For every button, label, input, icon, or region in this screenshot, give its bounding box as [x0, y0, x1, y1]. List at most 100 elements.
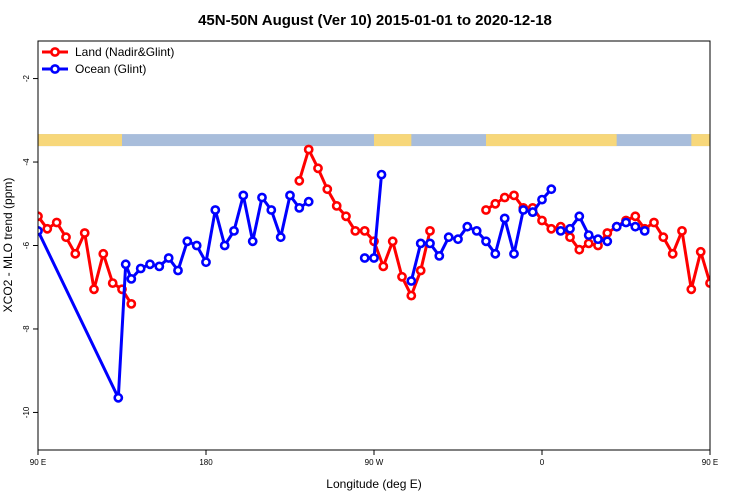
data-point: [686, 284, 697, 295]
series-line: [616, 221, 646, 233]
data-point: [509, 248, 519, 259]
data-point: [546, 223, 557, 234]
data-point: [509, 190, 519, 201]
legend-land-marker: [50, 47, 60, 57]
data-point: [490, 198, 501, 209]
data-point: [173, 265, 183, 276]
data-point: [135, 263, 146, 274]
data-point: [425, 225, 435, 236]
data-point: [359, 225, 370, 236]
data-point: [247, 236, 258, 247]
data-point: [443, 232, 454, 243]
data-point: [359, 253, 370, 263]
data-point: [126, 298, 137, 309]
data-point: [667, 248, 678, 259]
legend-land-label: Land (Nadir&Glint): [75, 45, 174, 59]
data-point: [294, 175, 305, 186]
data-point: [481, 205, 491, 215]
data-point: [630, 211, 641, 222]
data-point: [583, 230, 594, 240]
legend: Land (Nadir&Glint) Ocean (Glint): [42, 45, 174, 76]
series-line: [716, 241, 750, 397]
data-point: [744, 261, 750, 268]
surface-mask-land: [374, 134, 412, 147]
data-point: [70, 248, 81, 259]
data-point: [593, 234, 603, 245]
data-point: [583, 238, 594, 249]
data-point: [229, 225, 239, 236]
data-point: [611, 221, 622, 232]
legend-ocean-label: Ocean (Glint): [75, 62, 146, 76]
x-axis-label: Longitude (deg E): [326, 477, 421, 491]
data-point: [238, 190, 249, 201]
data-point: [79, 228, 90, 238]
data-point: [415, 238, 426, 249]
y-tick-label: -6: [22, 241, 31, 249]
data-point: [555, 225, 566, 236]
data-point: [565, 223, 575, 234]
data-point: [720, 261, 727, 268]
data-point: [89, 284, 99, 295]
data-point: [313, 163, 323, 174]
data-point: [107, 278, 118, 288]
data-point: [126, 273, 137, 284]
data-point: [257, 192, 267, 203]
data-point: [387, 236, 398, 247]
data-point: [639, 225, 650, 236]
data-point: [61, 232, 71, 243]
data-point: [341, 211, 351, 222]
data-point: [42, 223, 53, 234]
surface-mask-land: [691, 134, 710, 147]
data-point: [602, 236, 613, 247]
data-point: [369, 253, 379, 263]
data-point: [266, 205, 277, 215]
data-point: [154, 261, 165, 272]
series-line: [38, 193, 310, 400]
x-tick-label: 90 E: [702, 458, 718, 467]
data-point: [462, 221, 473, 232]
data-point: [705, 278, 710, 288]
data-point: [406, 276, 417, 286]
data-point: [434, 250, 445, 261]
plot-area: [38, 134, 750, 403]
data-point: [499, 213, 510, 224]
data-point: [285, 190, 295, 201]
data-point: [378, 261, 389, 272]
data-point: [649, 217, 659, 228]
data-point: [490, 248, 501, 259]
data-point: [630, 221, 641, 232]
data-point: [537, 215, 547, 226]
series-ocean: [38, 169, 750, 403]
data-point: [621, 217, 631, 228]
x-axis: 90 E 180 90 W 0 90 E: [30, 450, 718, 467]
data-point: [518, 205, 529, 215]
x-tick-label: 90 W: [365, 458, 384, 467]
surface-mask-land: [542, 134, 617, 147]
y-tick-label: -4: [22, 158, 31, 166]
data-point: [331, 200, 342, 211]
data-point: [163, 253, 174, 263]
data-point: [145, 259, 155, 270]
data-point: [725, 275, 732, 282]
data-point: [425, 238, 435, 249]
data-point: [397, 271, 407, 282]
data-point: [120, 259, 131, 270]
y-axis: -2 -4 -6 -8 -10: [22, 74, 38, 418]
data-point: [201, 257, 211, 268]
x-tick-label: 90 E: [30, 458, 46, 467]
data-point: [275, 232, 286, 243]
data-point: [712, 394, 719, 401]
surface-mask-land: [38, 134, 122, 147]
data-point: [565, 232, 575, 243]
data-point: [303, 144, 314, 155]
data-point: [322, 184, 333, 195]
data-point: [716, 286, 723, 293]
surface-mask-land: [486, 134, 542, 147]
x-tick-label: 180: [199, 458, 213, 467]
data-point: [481, 236, 491, 247]
data-point: [537, 194, 547, 205]
data-point: [98, 248, 109, 259]
data-point: [453, 234, 463, 245]
data-point: [695, 246, 706, 257]
